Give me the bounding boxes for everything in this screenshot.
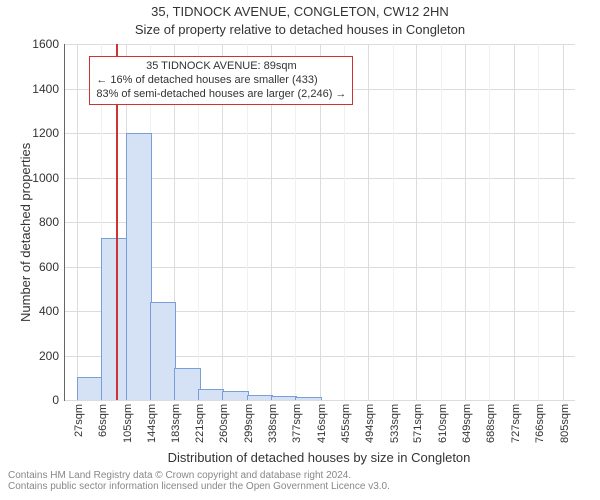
histogram-bar [295,397,321,400]
grid-line-vertical [77,44,78,400]
y-axis-label: Number of detached properties [18,142,33,321]
x-tick-label: 688sqm [485,404,497,443]
page-root: 35, TIDNOCK AVENUE, CONGLETON, CW12 2HN … [0,0,600,500]
callout-line: ← 16% of detached houses are smaller (43… [96,74,346,88]
callout-line: 83% of semi-detached houses are larger (… [96,88,346,102]
y-tick-label: 1000 [32,171,65,185]
callout-box: 35 TIDNOCK AVENUE: 89sqm← 16% of detache… [89,56,353,105]
grid-line-vertical [441,44,442,400]
y-tick-label: 600 [39,260,65,274]
footer-line-2: Contains public sector information licen… [8,481,592,492]
footer-attribution: Contains HM Land Registry data © Crown c… [0,466,600,496]
callout-line: 35 TIDNOCK AVENUE: 89sqm [96,60,346,74]
x-tick-label: 299sqm [243,404,255,443]
x-tick-label: 338sqm [267,404,279,443]
x-tick-label: 571sqm [412,404,424,443]
x-tick-label: 260sqm [218,404,230,443]
x-tick-label: 805sqm [559,404,571,443]
x-tick-label: 494sqm [364,404,376,443]
x-tick-label: 183sqm [170,404,182,443]
grid-line-vertical [563,44,564,400]
grid-line-vertical [538,44,539,400]
histogram-bar [247,395,273,400]
x-tick-label: 144sqm [146,404,158,443]
chart-area: 0200400600800100012001400160035 TIDNOCK … [64,44,574,400]
x-tick-label: 766sqm [534,404,546,443]
x-tick-label: 105sqm [122,404,134,443]
x-tick-label: 727sqm [510,404,522,443]
x-tick-label: 221sqm [194,404,206,443]
x-tick-label: 377sqm [291,404,303,443]
grid-line-vertical [416,44,417,400]
grid-line-vertical [489,44,490,400]
x-tick-label: 610sqm [437,404,449,443]
chart-title-line1: 35, TIDNOCK AVENUE, CONGLETON, CW12 2HN [0,4,600,19]
grid-line-vertical [514,44,515,400]
histogram-bar [271,396,297,400]
x-axis-label: Distribution of detached houses by size … [64,450,574,465]
y-tick-label: 200 [39,349,65,363]
x-tick-label: 27sqm [73,404,85,437]
x-tick-label: 66sqm [97,404,109,437]
grid-line-vertical [393,44,394,400]
y-tick-label: 0 [52,393,65,407]
y-tick-label: 1200 [32,126,65,140]
histogram-bar [198,389,224,400]
histogram-bar [77,377,103,400]
x-tick-label: 533sqm [389,404,401,443]
x-tick-label: 455sqm [340,404,352,443]
grid-line-vertical [368,44,369,400]
histogram-bar [174,368,200,400]
x-tick-label: 416sqm [316,404,328,443]
y-tick-label: 1600 [32,37,65,51]
histogram-bar [101,238,127,400]
histogram-bar [126,133,152,400]
y-tick-label: 800 [39,215,65,229]
plot-region: 0200400600800100012001400160035 TIDNOCK … [64,44,575,401]
footer-line-1: Contains HM Land Registry data © Crown c… [8,470,592,481]
grid-line-horizontal [65,400,575,401]
y-tick-label: 1400 [32,82,65,96]
chart-subtitle: Size of property relative to detached ho… [0,22,600,37]
histogram-bar [150,302,176,400]
x-tick-label: 649sqm [461,404,473,443]
grid-line-vertical [465,44,466,400]
histogram-bar [222,391,248,400]
y-tick-label: 400 [39,304,65,318]
